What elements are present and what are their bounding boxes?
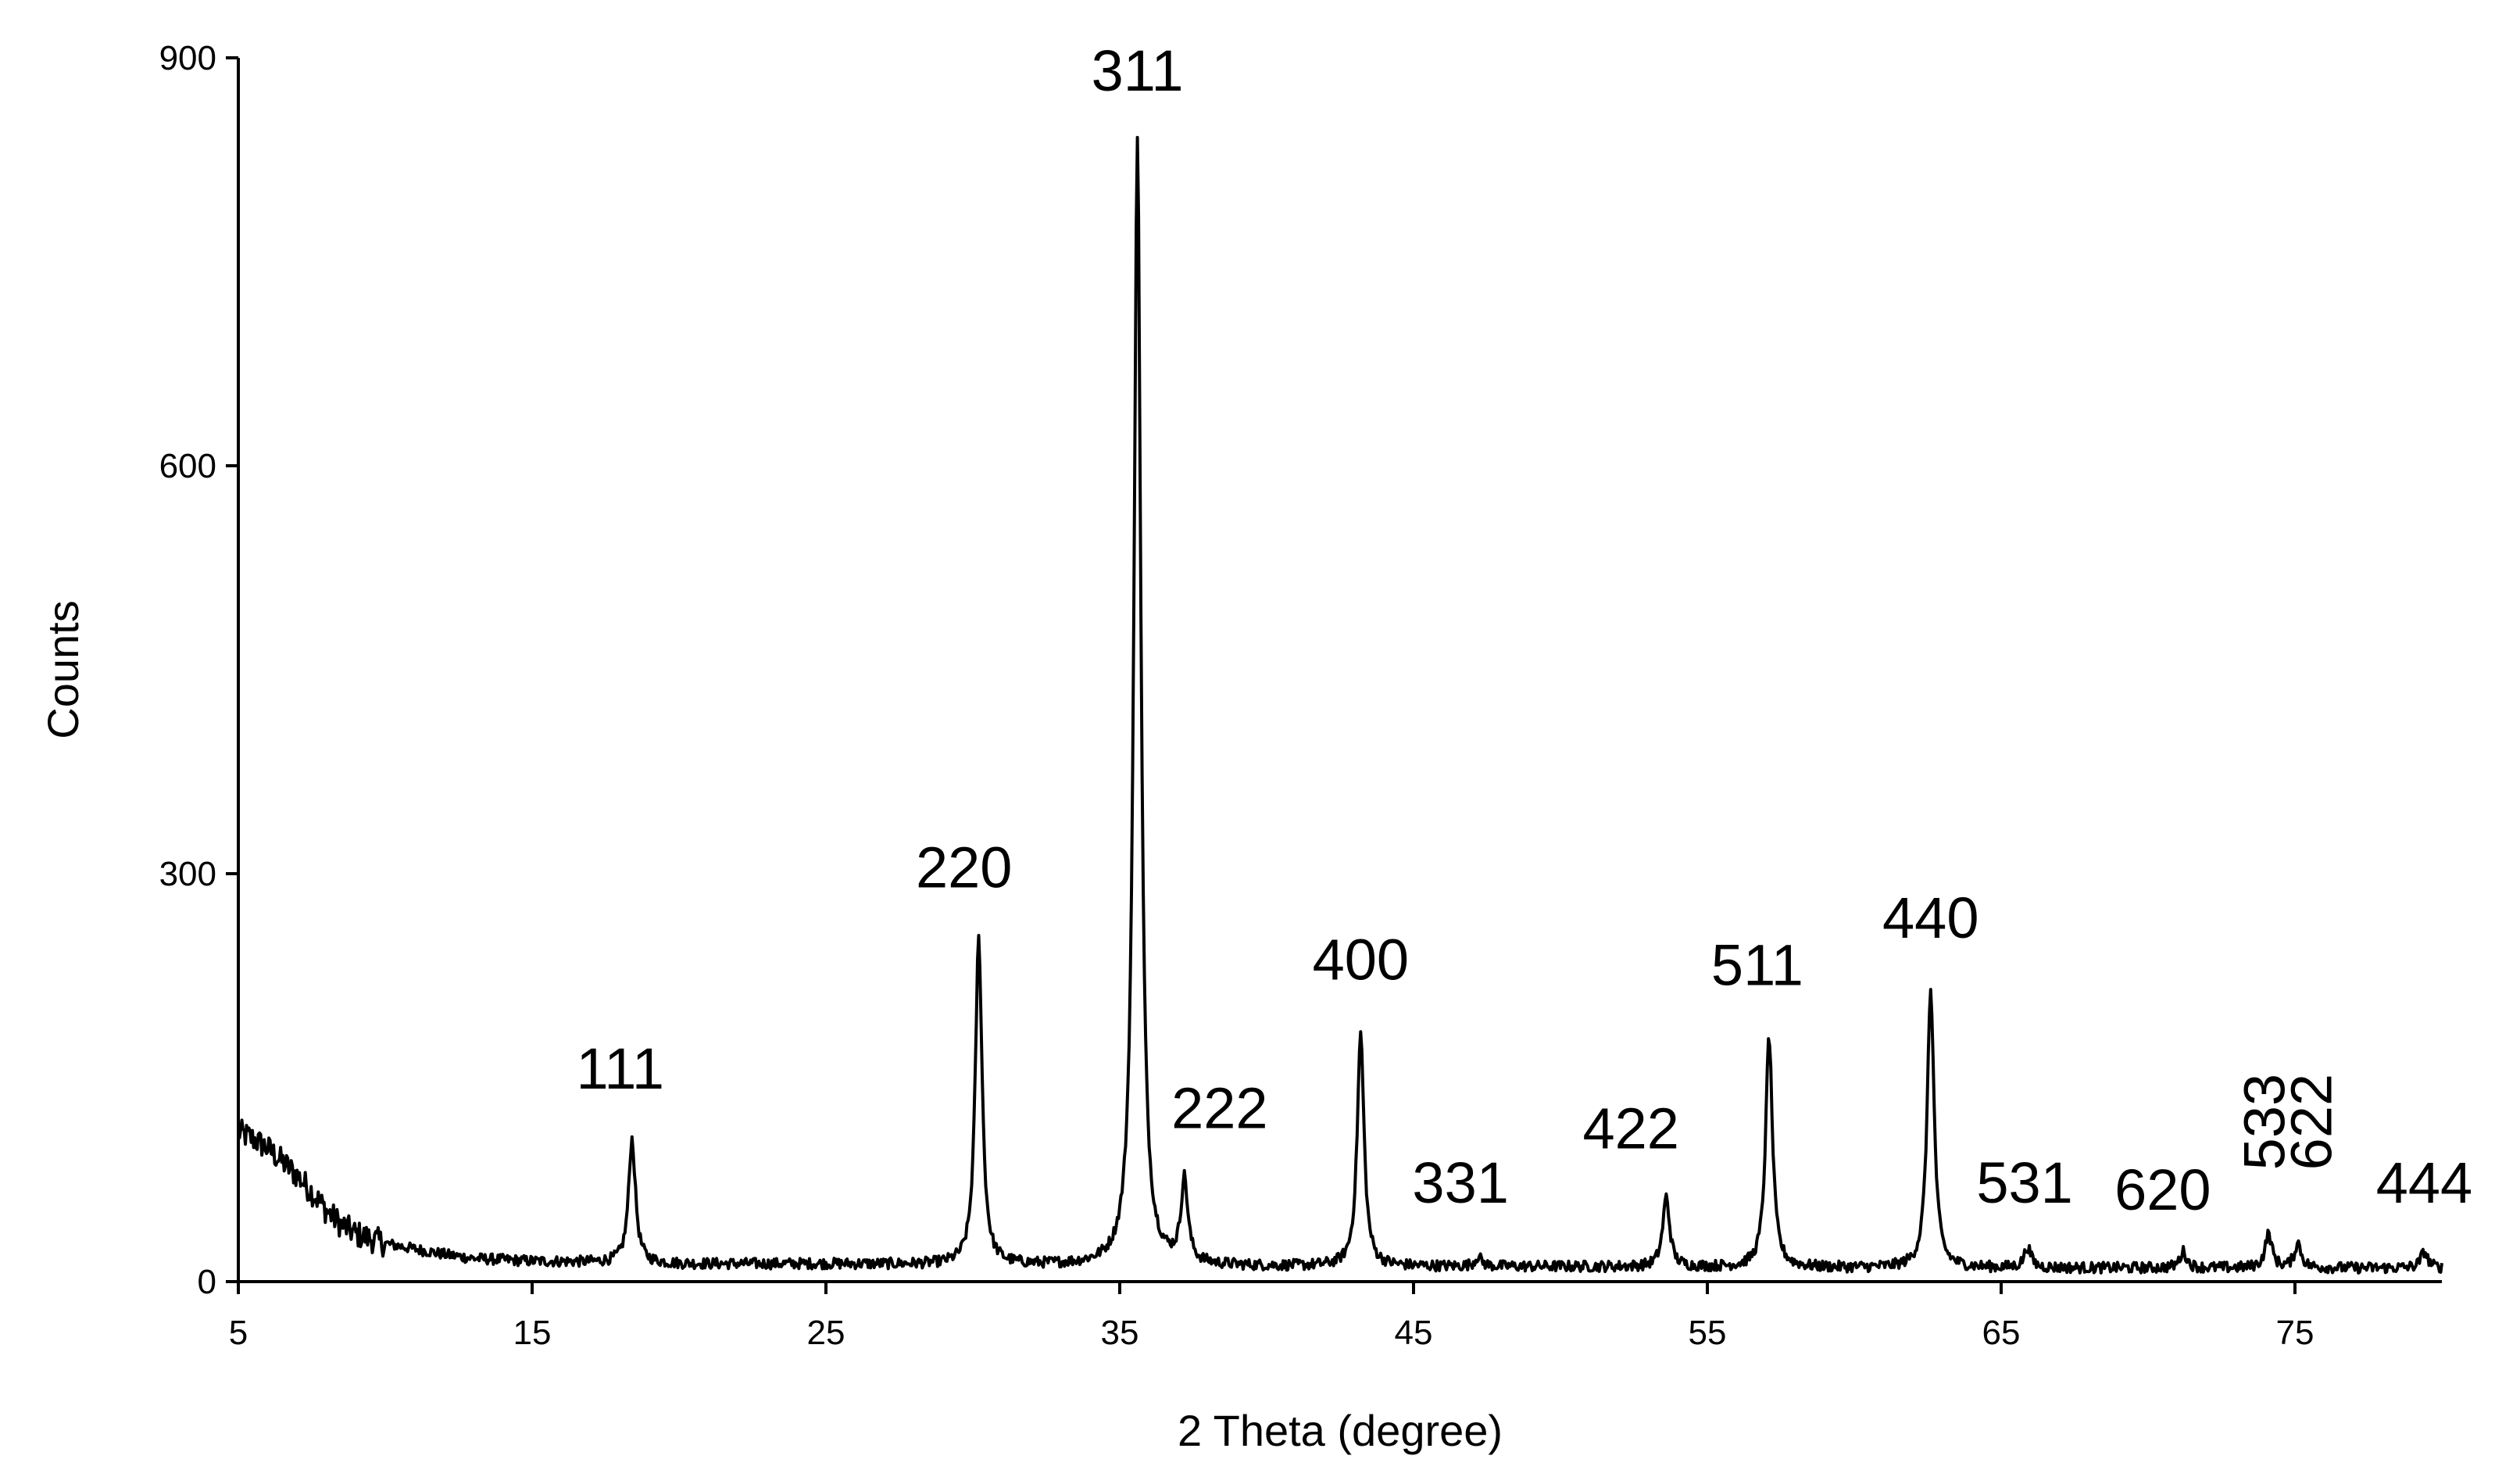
peak-label-311: 311 [1092, 38, 1184, 103]
x-tick-label: 75 [2276, 1314, 2314, 1352]
diffraction-pattern-line [237, 135, 2443, 1275]
y-axis-title: Counts [38, 600, 88, 738]
peak-label-444: 444 [2376, 1150, 2472, 1215]
x-tick-label: 5 [229, 1314, 248, 1352]
y-tick-label: 600 [159, 447, 216, 485]
peak-label-531: 531 [1976, 1150, 2072, 1215]
x-tick-label: 65 [1982, 1314, 2021, 1352]
axis-ticks: 0 300 600 900 5 15 25 35 45 55 65 75 [159, 39, 2314, 1352]
axes [237, 58, 2442, 1283]
y-tick-label: 0 [198, 1263, 216, 1301]
x-tick-label: 45 [1395, 1314, 1433, 1352]
peak-label-622: 622 [2279, 1074, 2344, 1170]
peak-label-533: 533 [2232, 1074, 2297, 1170]
peak-label-111: 111 [577, 1036, 664, 1101]
x-tick-label: 55 [1689, 1314, 1727, 1352]
peak-label-400: 400 [1313, 928, 1409, 992]
peak-label-511: 511 [1711, 933, 1803, 998]
peak-label-220: 220 [916, 835, 1012, 899]
x-tick-label: 15 [513, 1314, 552, 1352]
x-tick-label: 25 [807, 1314, 845, 1352]
peak-label-620: 620 [2114, 1157, 2211, 1222]
x-tick-label: 35 [1101, 1314, 1139, 1352]
peak-label-331: 331 [1412, 1150, 1508, 1215]
y-tick-label: 900 [159, 39, 216, 77]
x-axis-title: 2 Theta (degree) [1178, 1406, 1503, 1455]
peak-label-222: 222 [1171, 1075, 1267, 1140]
y-tick-label: 300 [159, 855, 216, 893]
peak-label-440: 440 [1882, 885, 1978, 950]
peak-label-422: 422 [1583, 1096, 1679, 1160]
